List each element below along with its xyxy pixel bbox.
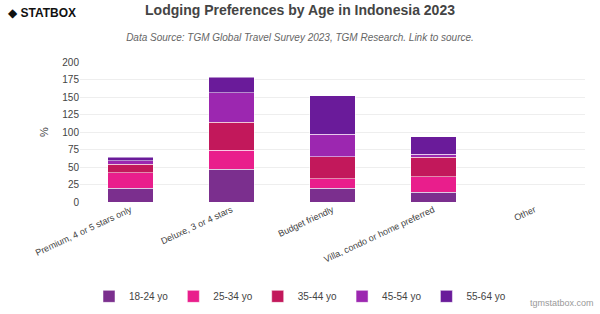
svg-text:200: 200: [62, 57, 79, 68]
svg-text:25: 25: [68, 179, 80, 190]
svg-text:75: 75: [68, 144, 80, 155]
svg-text:Deluxe, 3 or 4 stars: Deluxe, 3 or 4 stars: [159, 204, 234, 246]
svg-text:35-44 yo: 35-44 yo: [298, 291, 337, 302]
svg-text:25-34 yo: 25-34 yo: [213, 291, 252, 302]
svg-text:55-64 yo: 55-64 yo: [466, 291, 505, 302]
svg-text:Budget friendly: Budget friendly: [277, 204, 336, 239]
svg-text:tgmstatbox.com: tgmstatbox.com: [530, 298, 594, 308]
svg-text:Premium, 4 or 5 stars only: Premium, 4 or 5 stars only: [34, 204, 134, 258]
svg-text:0: 0: [73, 197, 79, 208]
svg-text:Villa, condo or home preferred: Villa, condo or home preferred: [322, 204, 436, 264]
svg-text:100: 100: [62, 127, 79, 138]
svg-text:Lodging Preferences by Age in: Lodging Preferences by Age in Indonesia …: [145, 2, 455, 18]
svg-text:175: 175: [62, 74, 79, 85]
svg-text:Data Source: TGM Global Travel: Data Source: TGM Global Travel Survey 20…: [126, 32, 474, 43]
svg-text:18-24 yo: 18-24 yo: [129, 291, 168, 302]
svg-text:◆ STATBOX: ◆ STATBOX: [8, 6, 76, 20]
svg-text:150: 150: [62, 92, 79, 103]
svg-text:125: 125: [62, 109, 79, 120]
svg-text:50: 50: [68, 162, 80, 173]
svg-text:%: %: [38, 127, 50, 137]
svg-text:45-54 yo: 45-54 yo: [382, 291, 421, 302]
svg-text:Other: Other: [513, 204, 538, 223]
